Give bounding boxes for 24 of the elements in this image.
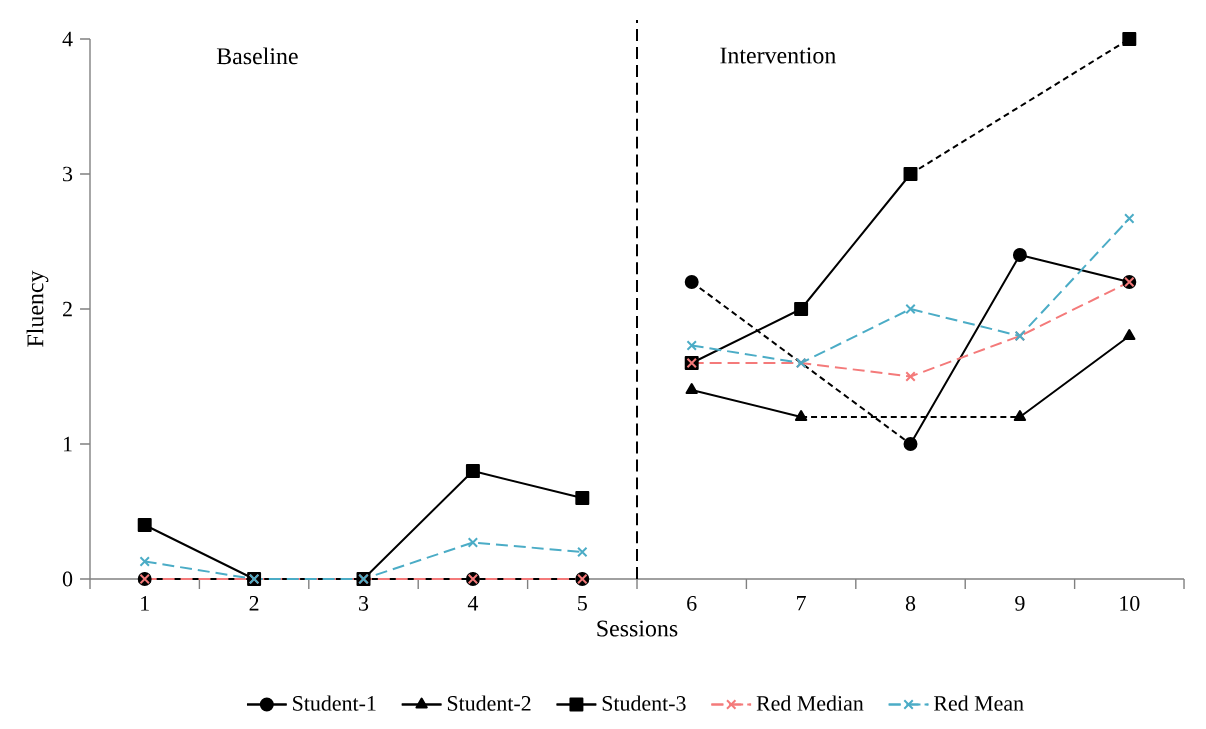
legend-label: Student-2 [447,695,531,711]
x-tick-label: 4 [467,596,479,611]
y-tick-label: 2 [63,301,72,317]
y-tick-label: 1 [63,436,72,452]
x-tick-label: 8 [905,596,916,611]
annotation: Intervention [720,47,836,64]
legend-label: Red Mean [933,695,1024,711]
y-axis-title: Fluency [26,270,49,347]
x-tick-label: 1 [141,596,149,611]
y-tick-label: 3 [63,166,73,182]
x-tick-label: 9 [1015,596,1025,611]
legend-label: Student-3 [602,695,686,711]
y-tick-label: 4 [62,31,73,47]
legend-label: Student-1 [293,695,376,711]
x-tick-label: 10 [1120,596,1140,611]
x-axis-title: Sessions [597,620,678,637]
annotation: Baseline [216,47,298,65]
x-tick-label: 7 [797,596,806,611]
x-tick-label: 6 [687,596,697,611]
legend-label: Red Median [756,695,864,711]
y-tick-label: 0 [62,571,73,587]
x-tick-label: 2 [249,596,259,611]
x-tick-label: 5 [578,596,587,611]
x-tick-label: 3 [359,596,369,611]
